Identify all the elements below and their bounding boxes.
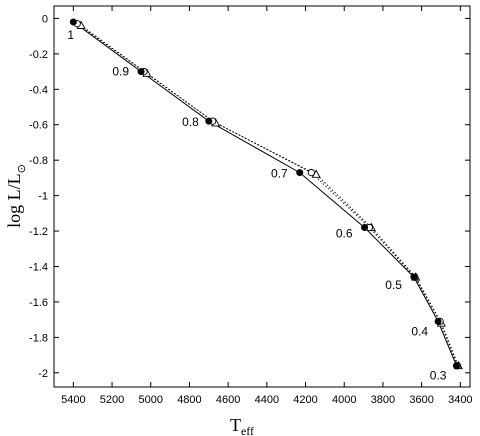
filled-circle-marker [452, 362, 460, 370]
x-tick-label: 5400 [61, 394, 85, 406]
filled-circle-marker [137, 68, 145, 76]
x-tick-label: 4600 [216, 394, 240, 406]
series-markers [69, 18, 463, 370]
y-tick-label: -0.8 [29, 155, 48, 167]
y-tick-label: -0.6 [29, 120, 48, 132]
x-tick-label: 4200 [293, 394, 317, 406]
y-tick-label: -1 [38, 191, 48, 203]
filled-circle-marker [69, 18, 77, 26]
x-tick-label: 4400 [255, 394, 279, 406]
x-tick-label: 3600 [409, 394, 433, 406]
mass-label: 0.5 [385, 278, 402, 292]
filled-circle-marker [296, 169, 304, 177]
mass-label: 0.8 [182, 115, 199, 129]
y-tick-label: 0 [42, 13, 48, 25]
mass-label: 0.9 [112, 65, 129, 79]
y-tick-label: -0.2 [29, 49, 48, 61]
x-tick-label: 3800 [371, 394, 395, 406]
mass-label: 0.6 [336, 227, 353, 241]
mass-labels: 1 0.9 0.8 0.7 0.6 0.5 0.4 0.3 [67, 28, 446, 383]
x-tick-label: 3400 [448, 394, 472, 406]
x-tick-label: 4800 [177, 394, 201, 406]
series-line-2 [80, 25, 459, 366]
y-tick-label: -1.6 [29, 297, 48, 309]
x-tick-label: 5000 [139, 394, 163, 406]
mass-label: 0.3 [430, 369, 447, 383]
filled-circle-marker [410, 273, 418, 281]
series-line-1 [76, 23, 458, 366]
y-tick-label: -1.2 [29, 226, 48, 238]
mass-label: 1 [67, 28, 74, 42]
filled-circle-marker [361, 224, 369, 232]
y-tick-label: -1.8 [29, 332, 48, 344]
open-circle-marker [307, 168, 315, 177]
y-tick-label: -1.4 [29, 261, 48, 273]
axis-ticks: 5400 5200 5000 4800 4600 4400 4200 4000 3800 3600… [29, 6, 473, 406]
plot-frame [53, 5, 471, 388]
filled-circle-marker [434, 317, 442, 325]
y-tick-label: -0.4 [29, 84, 48, 96]
x-tick-label: 5200 [100, 394, 124, 406]
series-line-0 [73, 21, 457, 366]
y-axis-title: log L/L⊙ [4, 164, 28, 228]
x-axis-title: Teff [230, 415, 254, 436]
x-tick-label: 4000 [332, 394, 356, 406]
mass-label: 0.4 [411, 324, 428, 338]
mass-label: 0.7 [271, 167, 288, 181]
y-tick-label: -2 [38, 368, 48, 380]
filled-circle-marker [205, 117, 213, 125]
series-lines [73, 21, 459, 366]
